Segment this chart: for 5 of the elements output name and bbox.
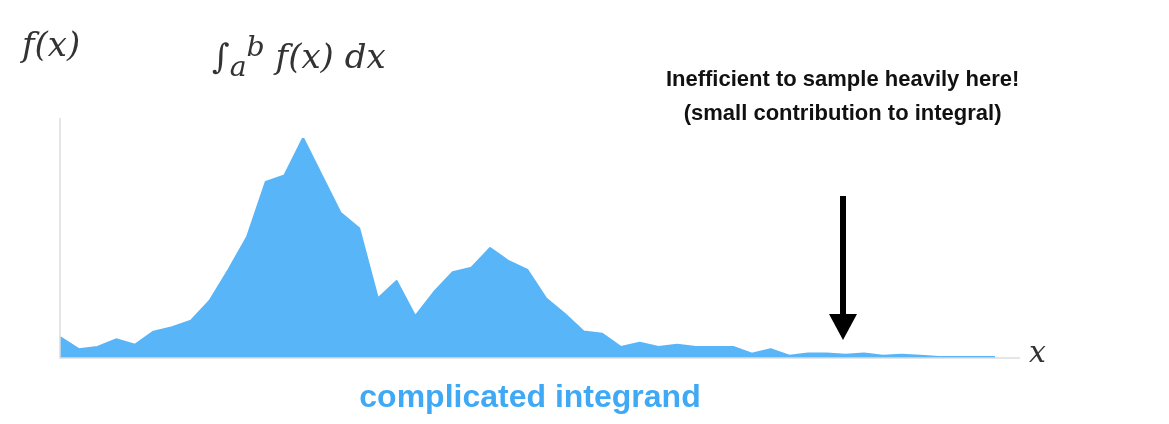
x-axis-title: x (1029, 334, 1046, 369)
text: ∫$_{a}$$^{b}$ f(x) dx (212, 30, 386, 84)
text: complicated integrand (358, 378, 702, 415)
y-axis-title: f(x) (22, 24, 81, 64)
text: Inefficient to sample heavily here! (small contribution to integral) (664, 65, 1021, 127)
